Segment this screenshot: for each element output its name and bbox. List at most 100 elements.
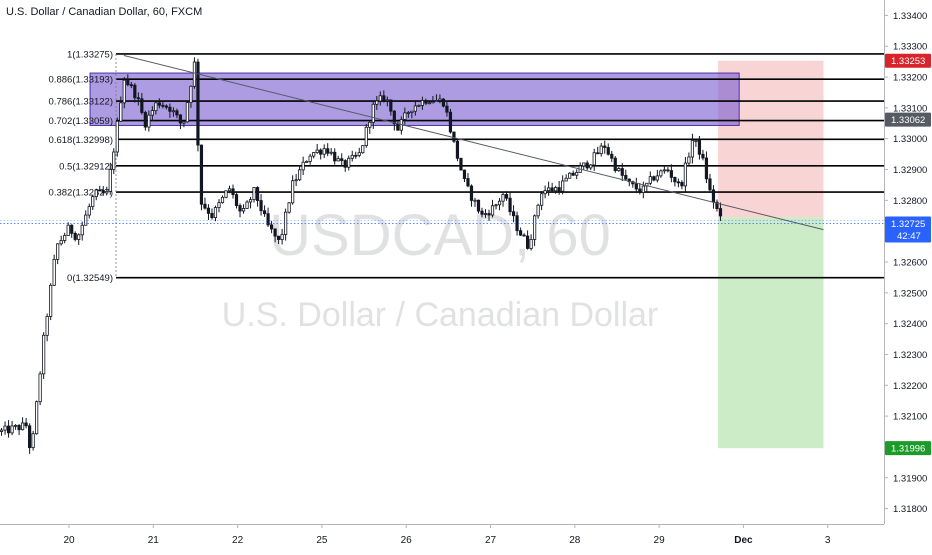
candle-body <box>638 188 642 193</box>
candle-body <box>448 111 453 133</box>
candle-body <box>687 156 691 164</box>
candle-body <box>213 207 218 219</box>
long-position-tool[interactable] <box>718 60 824 449</box>
candle-body <box>469 185 474 201</box>
candle-body <box>259 200 263 212</box>
candle-body <box>417 105 421 107</box>
price-tag-stop <box>885 53 931 68</box>
candle-body <box>596 152 600 155</box>
candle-body <box>462 169 467 179</box>
take-profit-zone[interactable] <box>718 217 824 449</box>
candle-body <box>13 424 18 427</box>
candle-body <box>568 172 572 179</box>
candle-body <box>45 316 49 336</box>
price-axis[interactable]: 1.33400 1.33300 1.33200 1.33100 1.33000 1.329… <box>884 0 932 550</box>
candle-body <box>673 176 677 183</box>
time-tick-label: 20 <box>63 535 75 546</box>
candle-body <box>680 181 684 187</box>
candle-body <box>87 206 91 216</box>
candle-body <box>266 213 270 226</box>
candle-body <box>322 148 326 155</box>
time-tick-label: 25 <box>316 535 328 546</box>
candle-body <box>119 102 123 122</box>
fib-level-label: 0.382(1.32827) <box>49 188 113 199</box>
candle-body <box>238 205 242 212</box>
candle-body <box>3 425 7 431</box>
candle-body <box>406 112 410 114</box>
candle-body <box>192 61 197 87</box>
candle-body <box>669 170 673 178</box>
fib-retracement[interactable]: 1(1.33275) 0.886(1.33193) 0.786(1.33122) 0.… <box>49 49 884 284</box>
candle-body <box>189 85 193 104</box>
candle-body <box>178 114 183 124</box>
candle-body <box>382 95 386 101</box>
candle-body <box>599 145 603 155</box>
candle-body <box>473 199 477 202</box>
candle-body <box>371 103 375 123</box>
trendline[interactable] <box>123 54 824 231</box>
price-tag-target <box>885 441 931 456</box>
candle-body <box>459 157 463 171</box>
candle-body <box>676 181 680 184</box>
candle-body <box>31 433 35 449</box>
candle-body <box>84 214 88 226</box>
candle-body <box>6 425 11 434</box>
candle-body <box>28 425 32 449</box>
candle-body <box>525 235 530 249</box>
candle-body <box>354 154 358 157</box>
candle-body <box>343 160 347 168</box>
candle-body <box>210 212 214 219</box>
candle-body <box>529 239 533 249</box>
candle-body <box>63 235 67 241</box>
candle-body <box>522 234 526 237</box>
price-tag-label: 1.33253 <box>891 56 925 67</box>
candle-body <box>648 176 652 184</box>
candle-body <box>494 204 498 207</box>
candle-body <box>697 140 702 155</box>
candle-body <box>540 193 544 206</box>
candle-body <box>554 187 558 192</box>
candle-body <box>613 157 617 172</box>
candle-body <box>711 189 716 203</box>
candle-body <box>511 211 516 217</box>
candle-body <box>452 131 456 142</box>
fib-level-label: 0.702(1.33059) <box>49 116 113 127</box>
candle-body <box>77 234 81 240</box>
candle-body <box>0 429 4 432</box>
candle-body <box>73 232 77 240</box>
candle-body <box>480 210 484 215</box>
candle-body <box>434 100 439 103</box>
candle-body <box>350 154 354 159</box>
candle-body <box>336 158 340 162</box>
candle-body <box>504 194 509 199</box>
candle-body <box>589 164 593 169</box>
trendline-line[interactable] <box>123 54 824 231</box>
candle-body <box>277 235 281 240</box>
candle-body <box>70 224 74 234</box>
candle-body <box>501 194 505 202</box>
candle-body <box>476 199 481 212</box>
candle-body <box>80 224 84 236</box>
candle-body <box>497 200 502 206</box>
candle-body <box>182 121 186 124</box>
candles <box>0 57 723 454</box>
price-tick-label: 1.32900 <box>893 165 927 176</box>
candle-body <box>683 162 688 187</box>
countdown-label: 42:47 <box>897 231 921 242</box>
candle-body <box>301 161 305 171</box>
candle-body <box>315 149 319 153</box>
candle-body <box>126 79 130 86</box>
time-tick-label: 3 <box>825 535 831 546</box>
candle-body <box>291 180 295 204</box>
candle-body <box>136 97 140 100</box>
fib-level-label: 1(1.33275) <box>67 49 113 60</box>
price-tick-label: 1.33200 <box>893 73 927 84</box>
candle-body <box>262 210 267 215</box>
candle-body <box>662 169 666 172</box>
time-axis[interactable]: 20 21 22 25 26 27 28 29 Dec 3 <box>0 524 884 546</box>
candle-body <box>694 140 698 142</box>
candle-body <box>122 79 126 104</box>
candle-body <box>115 120 119 153</box>
